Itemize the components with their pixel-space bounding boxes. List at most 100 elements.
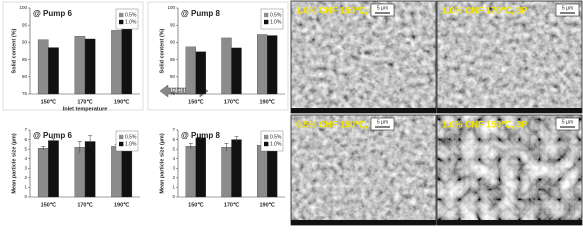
legend-swatch [264,12,269,18]
x-tick-label: 190℃ [114,98,130,105]
bar [48,140,59,198]
bar [185,46,196,95]
bar [195,137,206,198]
x-tick-label: 170℃ [224,201,240,208]
image-label: 1.0% CNF 150℃, 8P [442,119,527,129]
bar [231,47,242,95]
y-tick-label: 80 [170,74,176,79]
image-label: 0.5% CNF 150℃, 8P [296,119,381,129]
legend-swatch [119,134,124,140]
chart-title: @ Pump 8 [181,9,220,18]
legend-label: 0.5% [270,134,282,140]
chart-frame [147,1,289,111]
legend-swatch [119,141,124,147]
scale-text: 5 µm [562,5,573,11]
x-tick-label: 150℃ [188,201,204,208]
y-tick-label: 6 [172,137,175,142]
error-bar [234,136,239,143]
bar [74,147,86,198]
chart-title: @ Pump 6 [33,131,72,140]
x-axis-label: Inlet temperature [63,106,108,112]
y-tick-label: 0 [172,194,175,199]
error-bar [224,143,229,152]
y-tick-label: 3 [24,165,27,170]
error-bar [51,138,56,143]
bar [267,145,278,198]
y-tick-label: 1 [172,185,175,190]
x-tick-label: 190℃ [114,201,130,208]
y-tick-label: 75 [22,91,28,96]
info-strip [437,108,582,113]
x-tick-label: 150℃ [188,98,204,105]
y-tick-label: 100 [167,5,175,10]
y-tick-label: 90 [170,40,176,45]
sem-image [437,1,582,113]
bar [185,146,196,198]
y-tick-label: 2 [24,175,27,180]
y-tick-label: 5 [172,146,175,151]
info-strip [437,220,582,225]
bar [111,146,122,198]
bar [37,39,49,95]
legend-label: 0.5% [125,12,137,18]
x-tick-label: 150℃ [41,201,57,208]
chart-frame [2,1,144,111]
sem-image [291,115,436,225]
x-tick-label: 190℃ [259,201,275,208]
scale-text: 5 µm [377,5,388,11]
y-axis-label: Solid content (%) [159,28,165,73]
legend-label: 0.5% [270,12,282,18]
x-tick-label: 170℃ [77,201,93,208]
y-tick-label: 100 [19,5,27,10]
bar [221,147,232,198]
bar [37,148,49,198]
error-bar [188,143,193,150]
y-tick-label: 7 [172,127,175,132]
legend-label: 1.0% [270,19,282,25]
bar [221,37,232,95]
bar [111,30,122,95]
chart-title: @ Pump 6 [33,9,72,18]
info-strip [291,220,436,225]
x-tick-label: 150℃ [41,98,57,105]
x-tick-label: 170℃ [224,98,240,105]
scale-text: 5 µm [562,119,573,125]
legend-swatch [119,19,124,25]
sem-image [291,1,436,113]
y-tick-label: 0 [24,194,27,199]
y-tick-label: 95 [170,22,176,27]
bar [84,38,96,95]
bar [257,34,268,95]
y-axis-label: Solid content (%) [11,28,17,73]
y-tick-label: 5 [24,146,27,151]
x-tick-label: 170℃ [77,98,93,105]
image-label: 1.0% CNF 150℃, 6P [296,5,381,15]
error-bar [88,135,93,148]
bar [48,47,59,95]
error-bar [41,146,46,151]
bar [121,145,133,198]
bar [267,35,278,95]
y-tick-label: 2 [172,175,175,180]
image-label: 1.0% CNF 170℃, 8P [442,5,527,15]
legend-label: 0.5% [125,134,137,140]
annotation: Inlet temp [171,89,198,95]
legend-swatch [264,134,269,140]
bar [257,145,268,198]
x-tick-label: 190℃ [259,98,275,105]
legend-swatch [264,141,269,147]
y-tick-label: 85 [22,57,28,62]
legend-label: 1.0% [125,19,137,25]
scale-text: 5 µm [377,119,388,125]
legend-swatch [119,12,124,18]
y-tick-label: 80 [22,74,28,79]
sem-images: 1.0% CNF 150℃, 6P5 µm 1.0% CNF 170℃, 8P 5 … [290,0,583,226]
y-tick-label: 3 [172,165,175,170]
y-tick-label: 7 [24,127,27,132]
legend-label: 1.0% [125,141,137,147]
legend-label: 1.0% [270,141,282,147]
y-tick-label: 4 [24,156,27,161]
error-bar [198,134,203,141]
info-strip [291,108,436,113]
bar [84,141,96,198]
